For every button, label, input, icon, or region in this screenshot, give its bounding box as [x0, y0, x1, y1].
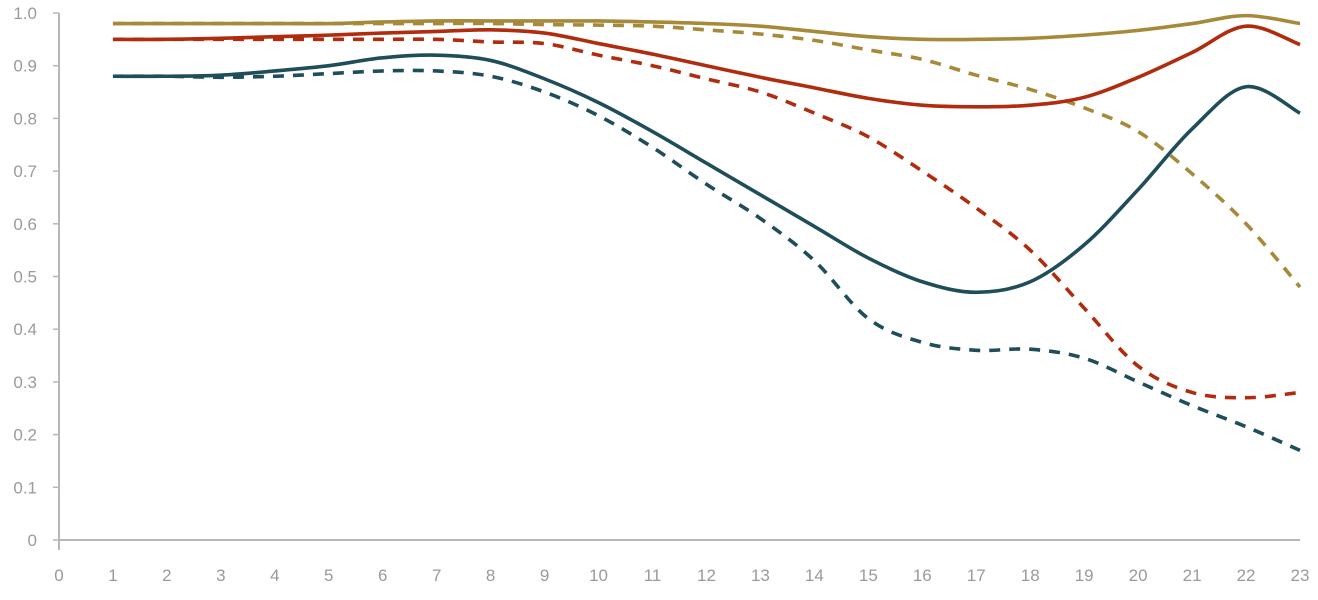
x-tick-label: 17 [967, 566, 986, 585]
series-line-2 [112, 21, 1302, 289]
x-tick-label: 10 [589, 566, 608, 585]
y-tick-label: 0.3 [13, 373, 37, 392]
x-tick-label: 8 [486, 566, 495, 585]
x-tick-label: 11 [644, 566, 662, 585]
x-tick-label: 15 [859, 566, 878, 585]
axes: 00.10.20.30.40.50.60.70.80.91.00 1 2 3 4 5 6 7 8… [13, 4, 1309, 585]
x-tick-label: 3 [216, 566, 225, 585]
x-tick-label: 16 [913, 566, 932, 585]
y-tick-label: 0 [28, 531, 37, 550]
x-tick-label: 14 [805, 566, 824, 585]
y-tick-label: 0.6 [13, 215, 37, 234]
x-tick-label: 1 [108, 566, 117, 585]
series-line-4 [112, 37, 1301, 400]
y-tick-label: 0.4 [13, 320, 37, 339]
y-tick-label: 0.1 [13, 478, 37, 497]
y-tick-label: 0.5 [13, 268, 37, 287]
x-tick-label: 22 [1237, 566, 1256, 585]
x-tick-label: 20 [1129, 566, 1148, 585]
y-tick-label: 0.2 [13, 426, 37, 445]
x-tick-label: 12 [697, 566, 716, 585]
series-line-1 [112, 13, 1301, 42]
x-tick-label: 18 [1021, 566, 1040, 585]
x-tick-label: 23 [1291, 566, 1310, 585]
series-layer [112, 13, 1302, 453]
x-tick-label: 21 [1183, 566, 1202, 585]
x-tick-label: 2 [162, 566, 171, 585]
x-tick-label: 6 [378, 566, 387, 585]
series-line-5 [112, 53, 1301, 295]
x-tick-label: 9 [540, 566, 549, 585]
x-tick-label: 7 [432, 566, 441, 585]
x-tick-label: 0 [54, 566, 63, 585]
x-tick-label: 5 [324, 566, 333, 585]
series-line-3 [112, 24, 1301, 109]
y-tick-label: 0.9 [13, 57, 37, 76]
x-tick-label: 13 [751, 566, 770, 585]
x-tick-label: 19 [1075, 566, 1094, 585]
x-tick-label: 4 [270, 566, 279, 585]
y-tick-label: 0.7 [13, 162, 37, 181]
y-tick-label: 1.0 [13, 4, 37, 23]
series-line-6 [112, 68, 1301, 453]
y-tick-label: 0.8 [13, 109, 37, 128]
